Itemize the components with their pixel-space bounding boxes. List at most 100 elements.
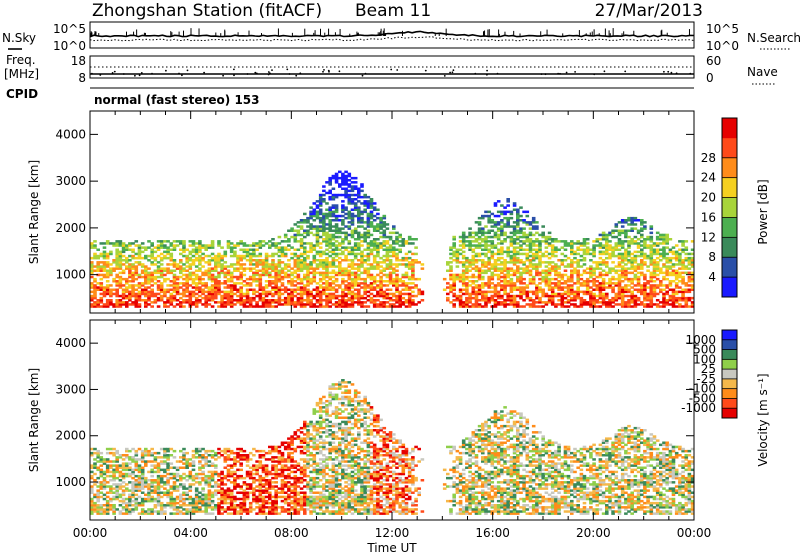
heatmap-cell [668,294,673,298]
heatmap-cell [112,483,116,486]
heatmap-cell [150,250,154,254]
heatmap-cell [366,214,371,218]
heatmap-cell [516,301,520,304]
heatmap-cell [159,284,164,287]
heatmap-cell [363,288,367,291]
heatmap-cell [560,261,565,264]
heatmap-cell [461,235,466,239]
heatmap-cell [471,231,476,235]
heatmap-cell [493,284,498,287]
heatmap-cell [678,248,682,251]
heatmap-cell [96,512,100,515]
heatmap-cell [226,246,231,249]
heatmap-cell [245,294,250,298]
heatmap-cell [646,296,650,300]
heatmap-cell [366,299,371,302]
heatmap-cell [134,267,139,270]
heatmap-cell [668,296,673,300]
heatmap-cell [516,246,520,249]
heatmap-cell [156,470,161,474]
heatmap-cell [500,250,504,254]
heatmap-cell [366,271,371,275]
heatmap-cell [369,233,374,237]
heatmap-cell [484,290,488,294]
heatmap-cell [388,246,393,249]
heatmap-cell [229,303,234,306]
heatmap-cell [315,252,320,256]
heatmap-cell [299,227,304,230]
heatmap-cell [137,248,142,251]
heatmap-cell [121,244,126,247]
heatmap-cell [121,489,126,492]
heatmap-cell [322,212,326,216]
heatmap-cell [605,233,609,237]
heatmap-cell [223,280,228,283]
heatmap-cell [592,301,596,304]
heatmap-cell [338,303,342,306]
heatmap-cell [322,200,326,203]
heatmap-cell [547,267,552,270]
heatmap-cell [137,495,142,499]
heatmap-cell [608,233,612,237]
heatmap-cell [264,263,269,266]
heatmap-cell [125,504,129,507]
heatmap-cell [125,305,129,308]
heatmap-cell [414,259,418,262]
heatmap-cell [303,290,307,294]
heatmap-cell [226,290,231,294]
heatmap-cell [605,301,609,304]
heatmap-cell [471,235,476,239]
heatmap-cell [570,303,574,306]
heatmap-cell [156,468,161,472]
heatmap-cell [144,447,148,451]
heatmap-cell [570,248,574,251]
heatmap-cell [137,504,142,507]
heatmap-cell [331,238,336,241]
heatmap-cell [662,294,666,298]
heatmap-cell [414,238,418,241]
heatmap-cell [678,271,682,275]
heatmap-cell [684,288,689,291]
heatmap-cell [461,256,466,260]
heatmap-cell [376,212,380,216]
heatmap-cell [271,305,275,308]
heatmap-cell [163,273,167,277]
heatmap-cell [223,301,228,304]
heatmap-cell [293,254,298,258]
heatmap-cell [128,472,132,476]
heatmap-cell [236,256,240,260]
heatmap-cell [458,301,463,304]
heatmap-cell [325,233,329,237]
heatmap-cell [369,273,374,277]
heatmap-cell [372,299,377,302]
heatmap-cell [360,305,364,308]
nave-dot [449,71,451,74]
heatmap-cell [360,265,364,268]
heatmap-cell [538,299,542,302]
heatmap-cell [274,242,278,245]
heatmap-cell [414,303,418,306]
heatmap-cell [516,294,520,298]
heatmap-cell [322,286,326,289]
heatmap-cell [156,466,161,469]
heatmap-cell [252,250,256,254]
heatmap-cell [229,288,234,291]
heatmap-cell [624,271,628,275]
heatmap-cell [153,271,158,275]
heatmap-cell [99,506,104,509]
heatmap-cell [118,472,123,476]
nave-bottom-tick: 0 [706,71,714,85]
heatmap-cell [404,252,409,256]
heatmap-cell [166,256,170,260]
heatmap-cell [156,271,161,275]
heatmap-cell [268,299,272,302]
heatmap-cell [350,181,355,184]
heatmap-cell [198,248,202,251]
heatmap-cell [379,294,383,298]
heatmap-cell [522,248,526,251]
heatmap-cell [105,242,110,245]
heatmap-cell [318,204,323,207]
heatmap-cell [334,273,339,277]
heatmap-cell [258,269,263,272]
heatmap-cell [220,303,224,306]
